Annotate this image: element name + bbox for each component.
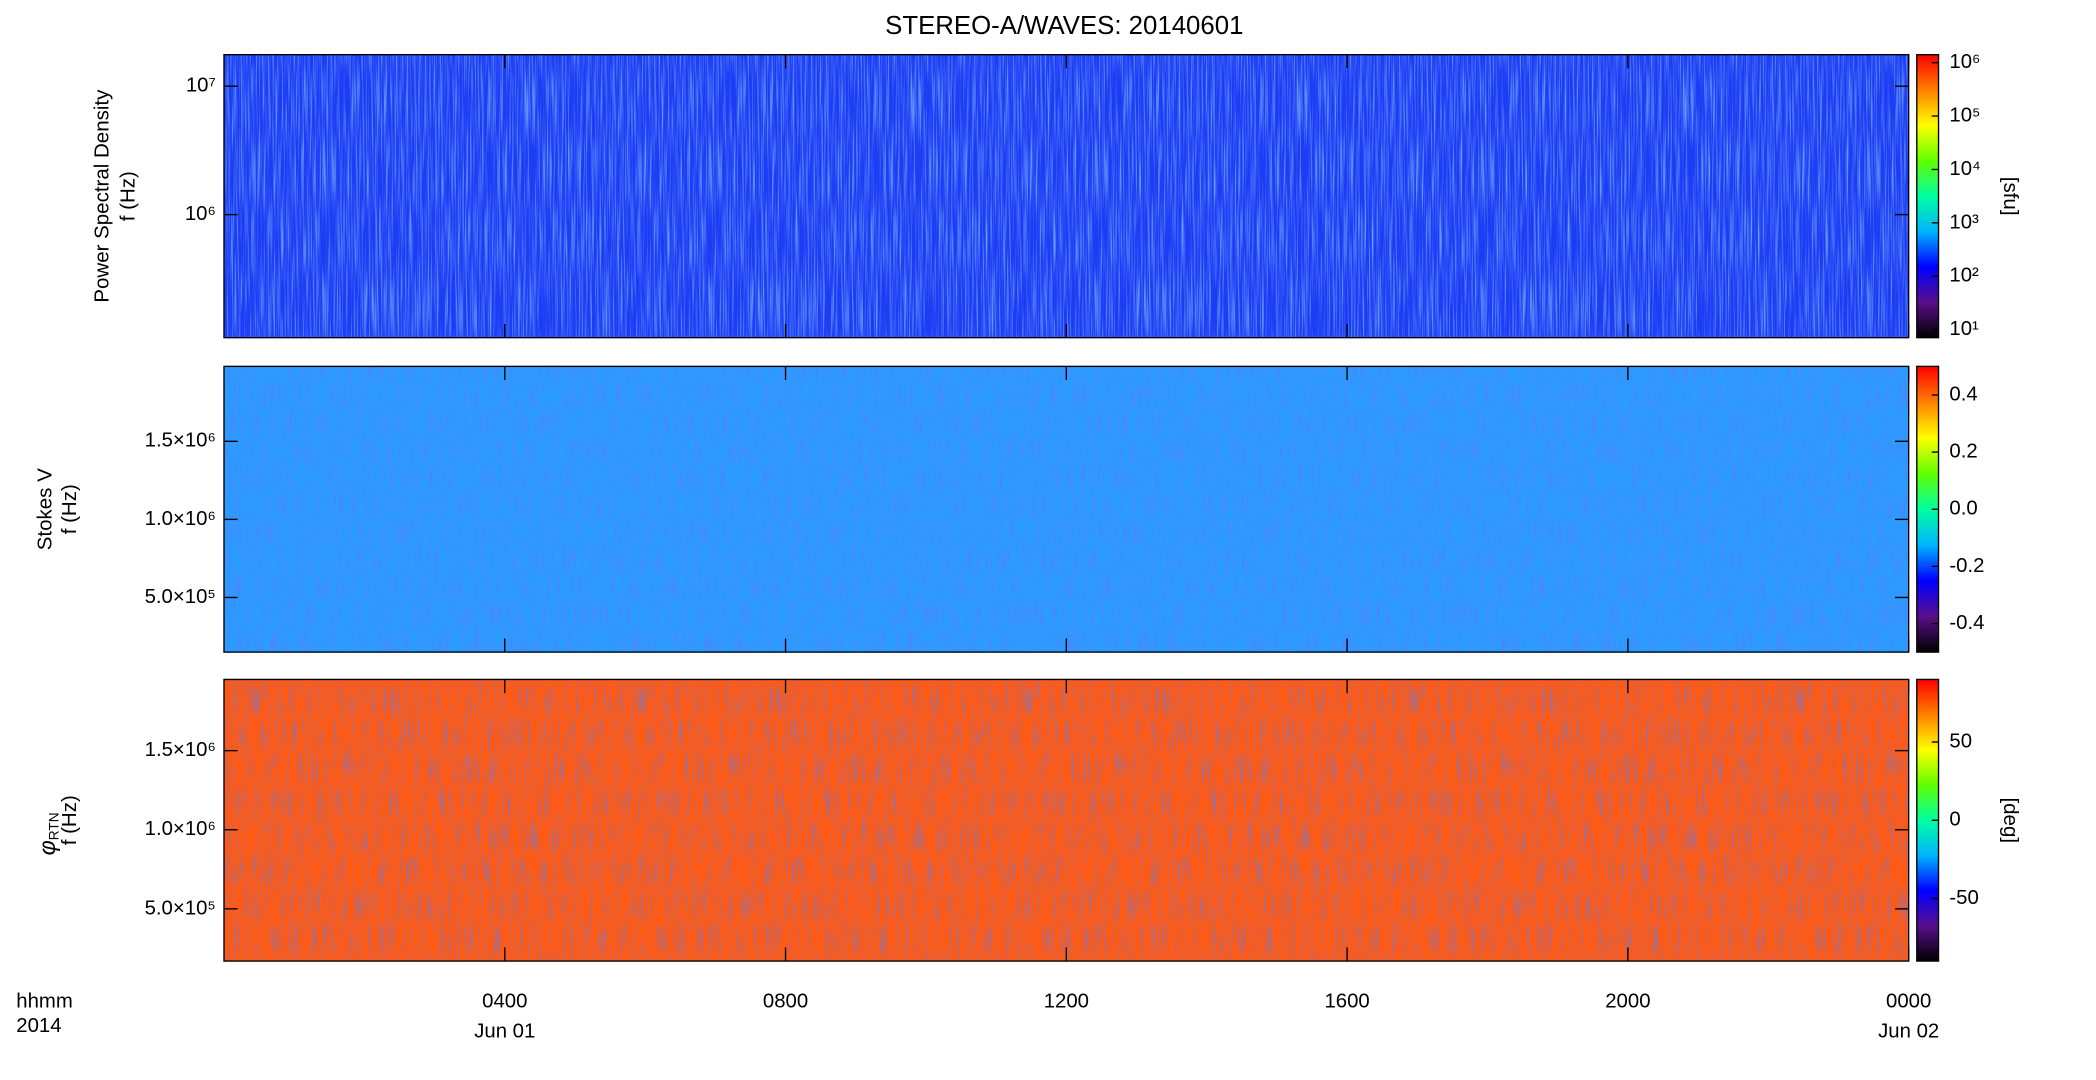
y-tick-label: 10⁶	[185, 203, 216, 225]
y-axis-unit: f (Hz)	[117, 171, 139, 221]
spectrogram-texture	[223, 679, 1909, 962]
y-axis-unit: f (Hz)	[59, 795, 81, 845]
y-tick-label: 5.0×10⁵	[145, 897, 216, 919]
colorbar-tick-label: -50	[1949, 887, 1978, 909]
y-axis-label: Stokes V	[35, 468, 57, 550]
colorbar	[1916, 54, 1940, 339]
y-axis-symbol: φ	[34, 840, 60, 855]
colorbar-tick-label: 10⁴	[1949, 158, 1980, 180]
colorbar-tick-label: 10¹	[1949, 318, 1979, 340]
y-axis-subscript: RTN	[46, 812, 61, 840]
x-tick-label: 0000	[1886, 990, 1931, 1012]
colorbar-label: [deg]	[1999, 797, 2021, 843]
y-tick-label: 1.5×10⁶	[145, 430, 216, 452]
y-tick-label: 10⁷	[186, 75, 216, 97]
y-axis-unit: f (Hz)	[59, 484, 81, 534]
y-tick-label: 1.0×10⁶	[145, 508, 216, 530]
x-tick-label: 0800	[763, 990, 808, 1012]
y-tick-label: 1.0×10⁶	[145, 818, 216, 840]
x-date-label: Jun 01	[474, 1021, 535, 1043]
x-year-label: 2014	[16, 1015, 61, 1037]
colorbar-label: [sfu]	[1999, 177, 2021, 216]
y-axis-label: Power Spectral Density	[92, 89, 114, 303]
x-tick-label: 2000	[1605, 990, 1650, 1012]
x-tick-label: 1200	[1044, 990, 1089, 1012]
x-date-label: Jun 02	[1878, 1021, 1939, 1043]
colorbar-tick-label: 0.2	[1949, 440, 1977, 462]
spectrogram-texture	[223, 54, 1909, 338]
colorbar-tick-label: -0.2	[1949, 555, 1984, 577]
colorbar-tick-label: -0.4	[1949, 612, 1984, 634]
colorbar-tick-label: 10²	[1949, 265, 1979, 287]
y-tick-label: 1.5×10⁶	[145, 739, 216, 761]
colorbar-tick-label: 50	[1949, 730, 1972, 752]
colorbar-tick-label: 0.0	[1949, 498, 1977, 520]
colorbar-tick-label: 10³	[1949, 211, 1979, 233]
x-tick-label: 0400	[482, 990, 527, 1012]
x-unit-label: hhmm	[16, 990, 73, 1012]
colorbar-tick-label: 0.4	[1949, 383, 1977, 405]
y-axis-label: φRTN	[34, 812, 61, 855]
chart-title: STEREO-A/WAVES: 20140601	[885, 12, 1243, 40]
spectrogram-texture	[223, 366, 1909, 653]
colorbar-tick-label: 0	[1949, 809, 1960, 831]
y-tick-label: 5.0×10⁵	[145, 586, 216, 608]
colorbar-tick-label: 10⁵	[1949, 104, 1980, 126]
x-tick-label: 1600	[1324, 990, 1369, 1012]
colorbar-tick-label: 10⁶	[1949, 51, 1980, 73]
